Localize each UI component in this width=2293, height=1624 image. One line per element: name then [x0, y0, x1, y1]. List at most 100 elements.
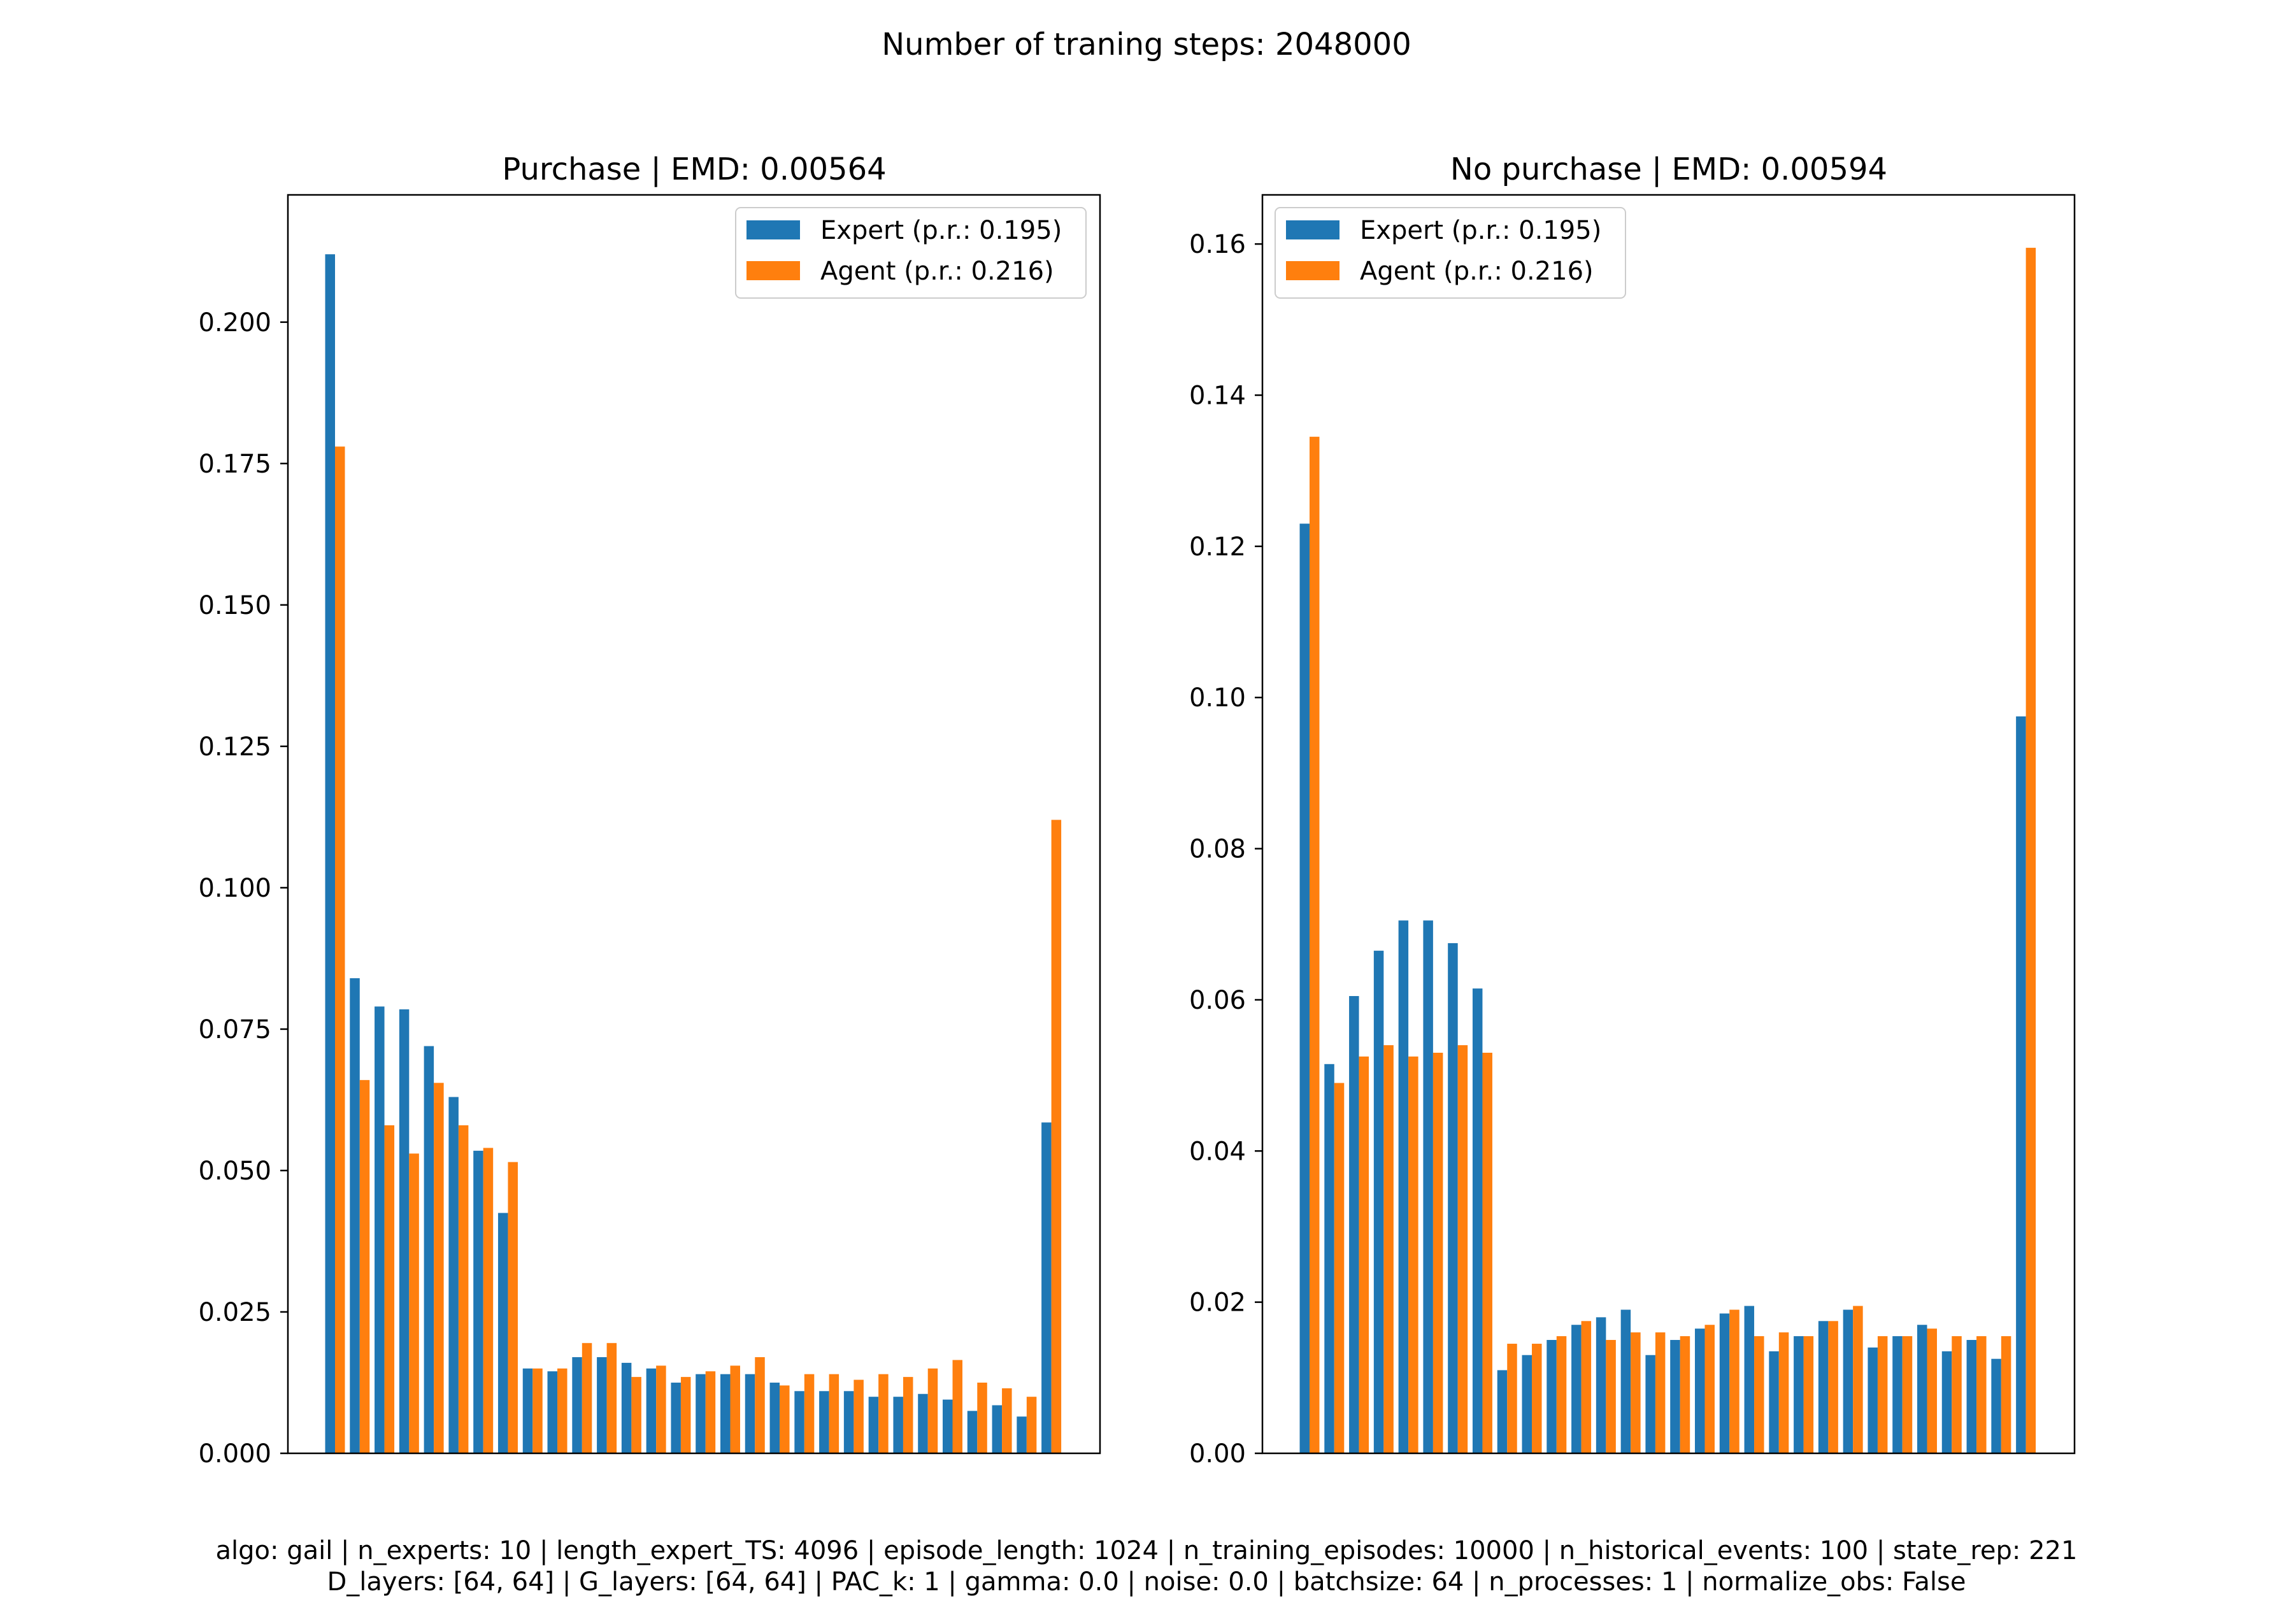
bar-expert-7 — [1448, 943, 1458, 1453]
bar-expert-23 — [868, 1397, 879, 1453]
legend-swatch-expert — [746, 220, 800, 239]
bar-agent-18 — [1729, 1309, 1739, 1453]
bar-agent-12 — [1581, 1321, 1592, 1453]
bar-expert-30 — [1041, 1122, 1052, 1453]
bar-expert-8 — [497, 1213, 508, 1453]
legend-box — [735, 207, 1087, 299]
bar-agent-15 — [1655, 1332, 1666, 1453]
bar-agent-5 — [1408, 1056, 1418, 1453]
y-tick-label: 0.175 — [198, 450, 271, 479]
bar-agent-24 — [1877, 1336, 1888, 1453]
y-tick-label: 0.125 — [198, 732, 271, 762]
chart-panel-purchase: Purchase | EMD: 0.00564 0.0000.0250.0500… — [198, 152, 1101, 1469]
legend-swatch-expert — [1286, 220, 1339, 239]
hyperparameters-line-1: algo: gail | n_experts: 10 | length_expe… — [216, 1536, 2078, 1565]
bar-agent-17 — [1704, 1325, 1715, 1453]
bar-agent-6 — [1432, 1053, 1443, 1453]
bar-agent-4 — [1383, 1045, 1394, 1453]
bar-agent-16 — [705, 1371, 716, 1453]
bar-expert-2 — [350, 978, 360, 1453]
bar-expert-13 — [1596, 1317, 1606, 1453]
bar-agent-20 — [804, 1374, 815, 1453]
legend-box — [1275, 207, 1626, 299]
y-tick-label: 0.200 — [198, 308, 271, 338]
plot-frame — [287, 194, 1101, 1455]
y-tick-label: 0.025 — [198, 1298, 271, 1327]
bar-agent-3 — [1359, 1056, 1369, 1453]
bar-expert-16 — [1670, 1339, 1680, 1453]
bar-agent-7 — [483, 1148, 494, 1453]
chart-title: No purchase | EMD: 0.00594 — [1450, 152, 1887, 187]
bar-expert-18 — [1719, 1313, 1730, 1453]
bar-expert-4 — [399, 1009, 410, 1453]
bar-agent-21 — [829, 1374, 839, 1453]
bar-expert-22 — [843, 1391, 854, 1453]
bar-agent-13 — [631, 1377, 641, 1453]
bar-agent-24 — [903, 1377, 913, 1453]
bar-agent-14 — [1631, 1332, 1641, 1453]
bar-agent-8 — [508, 1162, 518, 1453]
bar-agent-27 — [1952, 1336, 1962, 1453]
y-tick-label: 0.02 — [1189, 1288, 1246, 1318]
y-tick-label: 0.150 — [198, 591, 271, 620]
bar-agent-22 — [1828, 1321, 1838, 1453]
y-tick-label: 0.000 — [198, 1439, 271, 1469]
legend-swatch-agent — [1286, 261, 1339, 280]
bar-agent-5 — [434, 1083, 444, 1453]
bar-agent-29 — [1026, 1397, 1037, 1453]
bar-expert-19 — [769, 1382, 780, 1453]
bar-agent-19 — [1754, 1336, 1764, 1453]
bar-expert-30 — [2016, 716, 2026, 1453]
y-tick-label: 0.075 — [198, 1015, 271, 1044]
bar-expert-25 — [1892, 1336, 1903, 1453]
bar-expert-12 — [1571, 1325, 1582, 1453]
bar-expert-4 — [1373, 950, 1384, 1453]
bar-agent-26 — [1927, 1328, 1937, 1453]
bar-agent-10 — [1532, 1343, 1542, 1453]
bar-expert-27 — [1941, 1351, 1952, 1453]
bar-expert-29 — [1991, 1358, 2001, 1453]
figure-suptitle: Number of traning steps: 2048000 — [882, 27, 1411, 62]
y-tick-label: 0.10 — [1189, 683, 1246, 713]
bar-agent-9 — [532, 1368, 543, 1453]
bar-expert-17 — [1694, 1328, 1705, 1453]
bar-expert-11 — [572, 1357, 582, 1453]
bar-agent-11 — [582, 1343, 592, 1453]
bar-agent-7 — [1457, 1045, 1468, 1453]
bar-expert-9 — [522, 1368, 533, 1453]
legend-swatch-agent — [746, 261, 800, 280]
bar-agent-18 — [755, 1357, 765, 1453]
bar-agent-30 — [2025, 248, 2036, 1454]
bar-expert-13 — [621, 1362, 632, 1453]
legend-label-expert: Expert (p.r.: 0.195) — [1360, 216, 1601, 245]
y-tick-label: 0.16 — [1189, 230, 1246, 259]
bar-expert-24 — [1868, 1347, 1878, 1453]
bar-expert-23 — [1843, 1309, 1854, 1453]
y-tick-label: 0.100 — [198, 874, 271, 903]
bar-agent-4 — [409, 1153, 419, 1453]
legend: Expert (p.r.: 0.195) Agent (p.r.: 0.216) — [735, 207, 1087, 299]
bar-agent-28 — [1002, 1388, 1012, 1453]
bar-expert-28 — [1966, 1339, 1977, 1453]
bar-expert-1 — [1299, 524, 1310, 1453]
bar-group — [325, 254, 1062, 1454]
bar-group — [1299, 248, 2036, 1454]
bar-expert-28 — [992, 1405, 1003, 1453]
bar-expert-15 — [671, 1382, 681, 1453]
plot-frame — [1261, 194, 2076, 1455]
bar-expert-5 — [1398, 920, 1409, 1453]
bar-agent-9 — [1507, 1343, 1517, 1453]
bar-expert-24 — [893, 1397, 903, 1453]
bar-agent-1 — [1310, 436, 1320, 1453]
bar-expert-10 — [547, 1371, 558, 1453]
bar-expert-20 — [1769, 1351, 1779, 1453]
bar-expert-7 — [473, 1150, 483, 1453]
bar-agent-11 — [1556, 1336, 1567, 1453]
bar-agent-10 — [557, 1368, 568, 1453]
bar-expert-3 — [1349, 995, 1359, 1453]
y-axis: 0.00 0.02 0.04 0.06 0.08 0.10 0.12 0.14 0.16 — [1189, 230, 1262, 1469]
y-tick-label: 0.050 — [198, 1157, 271, 1186]
bar-expert-15 — [1645, 1355, 1655, 1453]
bar-expert-16 — [696, 1374, 706, 1453]
